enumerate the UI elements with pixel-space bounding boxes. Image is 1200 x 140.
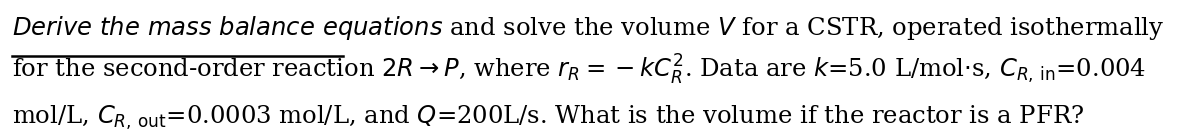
Text: for the second-order reaction $2R\rightarrow P$, where $r_R = -kC_R^2$. Data are: for the second-order reaction $2R\righta… [12, 53, 1146, 87]
Text: $\mathbf{\mathit{Derive\ the\ mass\ balance\ equations}}$ and solve the volume $: $\mathbf{\mathit{Derive\ the\ mass\ bala… [12, 14, 1164, 42]
Text: mol/L, $C_{R,\,\mathrm{out}}$=0.0003 mol/L, and $Q$=200L/s. What is the volume i: mol/L, $C_{R,\,\mathrm{out}}$=0.0003 mol… [12, 104, 1084, 132]
